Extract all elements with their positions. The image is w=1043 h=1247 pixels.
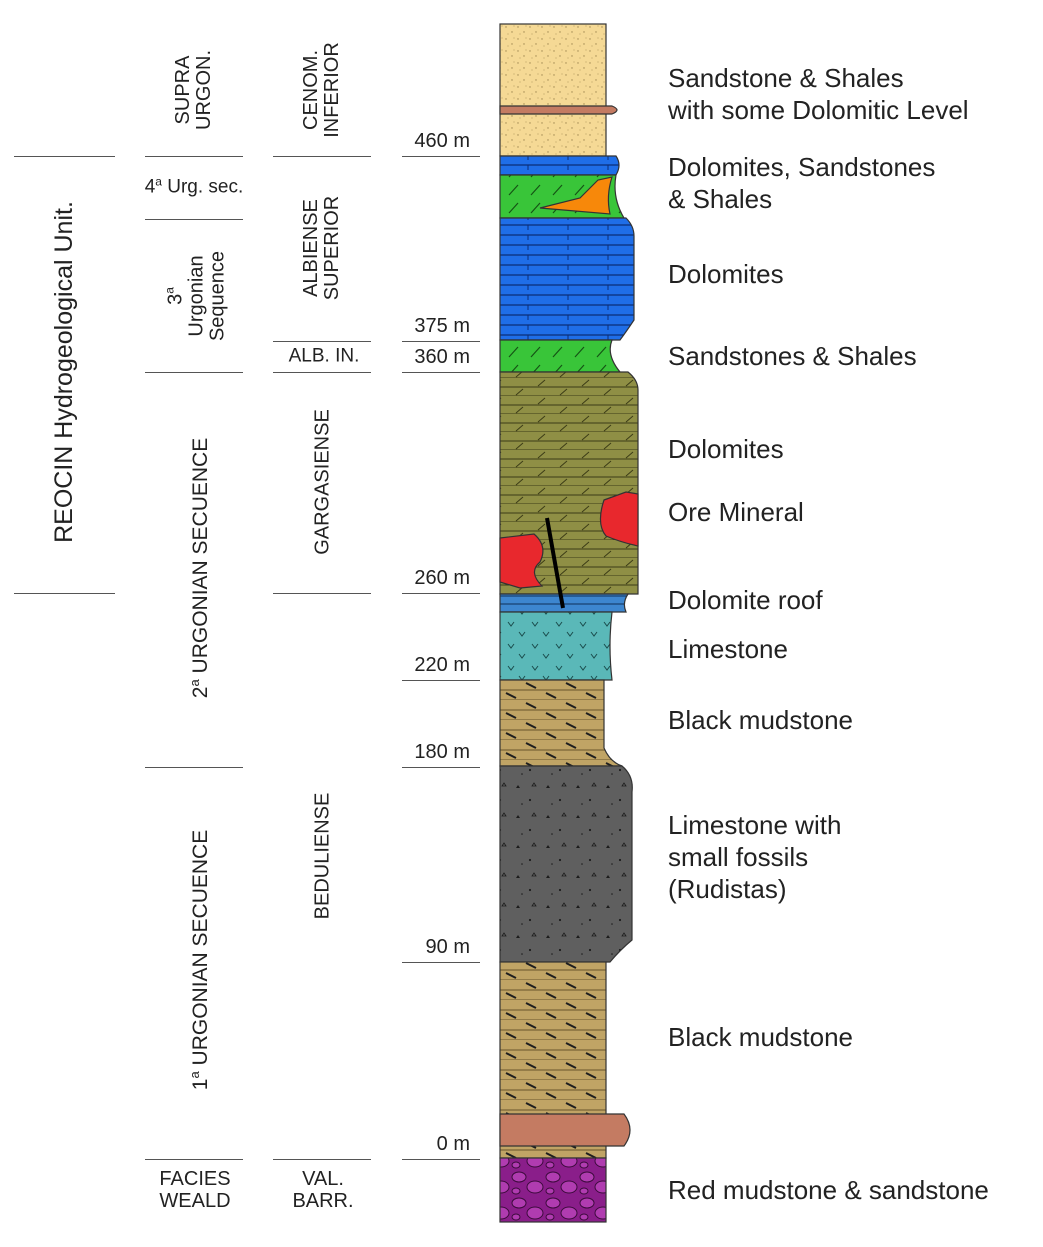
divider-stage-2	[273, 341, 371, 342]
divider-stage-1	[273, 156, 371, 157]
depth-tick-460	[402, 156, 480, 157]
divider-seq-5	[145, 1159, 243, 1160]
lithology-label: Dolomite roof	[668, 585, 823, 615]
depth-label: 0 m	[436, 1133, 470, 1155]
seq-urg3-superscript: a	[162, 287, 177, 294]
divider-seq-1	[145, 156, 243, 157]
divider-seq-4	[145, 767, 243, 768]
seq-urg2-number: 2	[188, 686, 212, 699]
stage-cenom: CENOM. INFERIOR	[300, 42, 343, 138]
seq-urg2-label: URGONIAN SECUENCE	[188, 437, 212, 674]
depth-label: 260 m	[414, 567, 470, 589]
lithology-label: Limestone	[668, 634, 788, 664]
depth-tick-0	[402, 1159, 480, 1160]
lithology-label: Dolomites	[668, 259, 784, 289]
seq-urg3-number: 3	[164, 293, 187, 305]
depth-tick-220	[402, 680, 480, 681]
divider-stage-3	[273, 372, 371, 373]
seq-urg4-number: 4	[144, 176, 156, 198]
divider-hydro-top	[14, 156, 115, 157]
stage-albiense-sup: ALBIENSE SUPERIOR	[300, 195, 343, 301]
seq-supra-urgon: SUPRA URGON.	[172, 50, 215, 130]
depth-label: 90 m	[425, 936, 470, 958]
layer-red-mudstone	[499, 1157, 607, 1223]
stage-alb-in: ALB. IN.	[288, 345, 360, 367]
layer-red-band	[499, 1113, 631, 1147]
lithology-label: Black mudstone	[668, 1022, 853, 1052]
depth-tick-180	[402, 767, 480, 768]
divider-stage-4	[273, 593, 371, 594]
depth-tick-360	[402, 372, 480, 373]
layer-blue-thin	[499, 155, 620, 176]
stage-gargasiense: GARGASIENSE	[311, 409, 334, 555]
seq-urg2: 2a URGONIAN SECUENCE	[186, 437, 212, 699]
seq-urg1-number: 1	[188, 1078, 212, 1091]
ore-body-right	[599, 491, 639, 547]
seq-urg3: 3a Urgonian Sequence	[162, 250, 229, 342]
depth-label: 360 m	[414, 346, 470, 368]
seq-urg4: 4a Urg. sec.	[145, 175, 244, 198]
stage-beduliense: BEDULIENSE	[311, 792, 334, 920]
layer-limestone	[499, 611, 613, 681]
hydro-unit-label: REOCIN Hydrogeological Unit.	[49, 201, 78, 543]
lithology-label: Sandstones & Shales	[668, 341, 917, 371]
lithology-label: Ore Mineral	[668, 497, 804, 527]
depth-tick-375	[402, 341, 480, 342]
seq-urg3-label: Urgonian Sequence	[185, 250, 229, 342]
lithology-label: Dolomites, Sandstones & Shales	[668, 152, 936, 214]
lithology-label: Dolomites	[668, 434, 784, 464]
seq-urg1-label: URGONIAN SECUENCE	[188, 829, 212, 1066]
layer-dolomites-blue	[499, 217, 635, 341]
divider-stage-5	[273, 1159, 371, 1160]
seq-urg1-superscript: a	[186, 1071, 202, 1079]
divider-seq-3	[145, 372, 243, 373]
lithology-label: Sandstone & Shales with some Dolomitic L…	[668, 63, 969, 125]
stage-val-barr: VAL. BARR.	[292, 1168, 354, 1212]
depth-label: 180 m	[414, 741, 470, 763]
layer-dolomitic-band	[499, 105, 618, 115]
lithology-label: Black mudstone	[668, 705, 853, 735]
seq-urg2-superscript: a	[186, 679, 202, 687]
seq-urg4-superscript: a	[155, 174, 162, 189]
fault-line	[545, 517, 565, 609]
seq-urg1: 1a URGONIAN SECUENCE	[186, 829, 212, 1091]
depth-label: 220 m	[414, 654, 470, 676]
depth-tick-90	[402, 962, 480, 963]
seq-facies-weald: FACIES WEALD	[159, 1168, 231, 1212]
depth-tick-260	[402, 593, 480, 594]
layer-black-mudstone-upper	[499, 679, 623, 767]
depth-label: 460 m	[414, 130, 470, 152]
layer-limestone-fossils	[499, 765, 633, 963]
ore-body-left	[499, 533, 544, 589]
lithology-label: Limestone with small fossils (Rudistas)	[668, 810, 842, 904]
seq-urg4-label: Urg. sec.	[167, 176, 244, 198]
layer-green-lower	[499, 339, 622, 373]
layer-sandstone-shales	[499, 23, 607, 157]
divider-seq-2	[145, 219, 243, 220]
lithology-label: Red mudstone & sandstone	[668, 1175, 989, 1205]
layer-orange-lens	[539, 176, 613, 215]
depth-label: 375 m	[414, 315, 470, 337]
divider-hydro-bottom	[14, 593, 115, 594]
